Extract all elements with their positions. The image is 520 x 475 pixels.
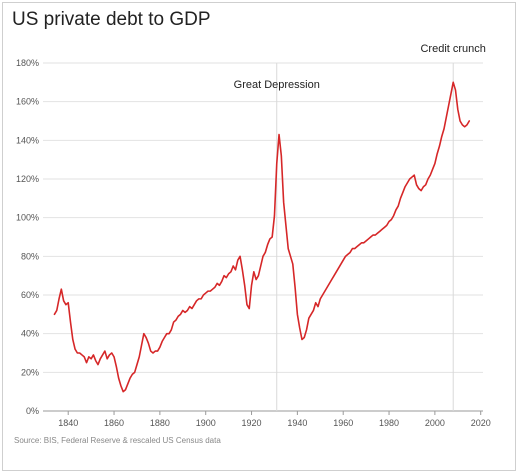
x-tick-label: 1920: [242, 418, 262, 428]
x-tick-label: 2000: [425, 418, 445, 428]
y-tick-label: 60%: [21, 290, 39, 300]
x-tick-label: 1880: [150, 418, 170, 428]
series-layer: [53, 81, 471, 393]
annotation-label: Credit crunch: [420, 43, 485, 55]
y-tick-label: 120%: [16, 174, 39, 184]
chart-title: US private debt to GDP: [12, 9, 211, 30]
x-tick-label: 1960: [333, 418, 353, 428]
y-tick-label: 40%: [21, 329, 39, 339]
chart-source: Source: BIS, Federal Reserve & rescaled …: [14, 436, 221, 445]
x-tick-label: 1980: [379, 418, 399, 428]
series-line: [53, 81, 471, 393]
axes: 0% 20% 40% 60% 80% 100% 120% 140% 160% 180% 1840 18…: [16, 58, 491, 428]
x-tick-label: 1840: [58, 418, 78, 428]
x-tick-label: 1900: [196, 418, 216, 428]
y-tick-label: 20%: [21, 367, 39, 377]
annotation-label: Great Depression: [234, 79, 320, 91]
y-tick-label: 180%: [16, 58, 39, 68]
annotations: Great Depression Credit crunch: [234, 43, 486, 411]
y-tick-label: 80%: [21, 251, 39, 261]
gridlines: [43, 62, 483, 412]
x-tick-label: 1860: [104, 418, 124, 428]
y-tick-label: 100%: [16, 213, 39, 223]
x-tick-label: 1940: [287, 418, 307, 428]
y-tick-label: 0%: [26, 406, 39, 416]
y-tick-label: 160%: [16, 97, 39, 107]
y-tick-label: 140%: [16, 135, 39, 145]
chart-frame: [2, 2, 516, 471]
x-tick-label: 2020: [471, 418, 491, 428]
